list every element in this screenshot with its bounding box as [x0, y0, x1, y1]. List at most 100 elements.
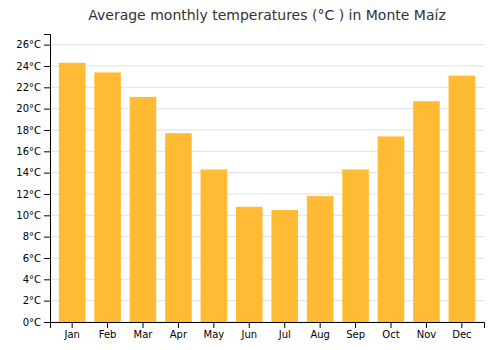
- tick-mark: [178, 322, 179, 328]
- y-axis: 0°C 2°C 4°C 6°C 8°C 10°C 12°C 14°C 16°C 18°C 20°C 2…: [16, 35, 50, 328]
- y-tick: 14°C: [16, 167, 50, 178]
- tick-mark: [72, 322, 73, 328]
- x-tick: Jun: [240, 322, 257, 340]
- tick-mark: [44, 301, 50, 302]
- y-tick: 22°C: [16, 82, 50, 93]
- tick-mark: [249, 322, 250, 328]
- axis-line: [44, 35, 51, 323]
- y-tick: 20°C: [16, 103, 50, 114]
- x-tick-label: Jul: [278, 329, 291, 340]
- bar: [307, 196, 334, 322]
- bar: [130, 97, 157, 322]
- tick-mark: [44, 194, 50, 195]
- x-tick-label: Apr: [170, 329, 188, 340]
- tick-mark: [44, 87, 50, 88]
- bar: [236, 207, 263, 322]
- x-tick-label: Aug: [310, 329, 330, 340]
- y-tick-label: 16°C: [16, 146, 41, 157]
- y-tick: 8°C: [23, 231, 50, 242]
- x-tick: Oct: [382, 322, 399, 340]
- x-tick-label: Nov: [417, 329, 437, 340]
- x-tick: Mar: [134, 322, 154, 340]
- x-tick: Feb: [99, 322, 117, 340]
- tick-mark: [44, 237, 50, 238]
- y-tick-label: 10°C: [16, 210, 41, 221]
- y-tick: 2°C: [23, 295, 50, 306]
- tick-mark: [107, 322, 108, 328]
- x-tick: Jul: [278, 322, 291, 340]
- x-tick-label: Sep: [346, 329, 365, 340]
- x-tick-label: Dec: [452, 329, 471, 340]
- x-tick: Nov: [417, 322, 437, 340]
- y-tick-label: 6°C: [23, 253, 41, 264]
- tick-mark: [426, 322, 427, 328]
- tick-mark: [44, 66, 50, 67]
- y-tick-label: 22°C: [16, 82, 41, 93]
- y-tick: 12°C: [16, 189, 50, 200]
- bar: [94, 72, 121, 322]
- tick-mark: [44, 151, 50, 152]
- y-tick-label: 26°C: [16, 39, 41, 50]
- plot-area: [59, 63, 475, 322]
- y-tick-label: 20°C: [16, 103, 41, 114]
- title: Average monthly temperatures (°C ) in Mo…: [88, 7, 446, 23]
- tick-mark: [44, 322, 50, 323]
- tick-mark: [461, 322, 462, 328]
- y-tick-label: 0°C: [23, 317, 41, 328]
- tick-mark: [44, 109, 50, 110]
- x-tick-label: Feb: [99, 329, 117, 340]
- y-tick: 6°C: [23, 253, 50, 264]
- y-tick: 0°C: [23, 317, 50, 328]
- x-tick-label: Jun: [240, 329, 257, 340]
- y-tick: 24°C: [16, 61, 50, 72]
- y-tick: 26°C: [16, 39, 50, 50]
- tick-mark: [44, 258, 50, 259]
- tick-mark: [44, 173, 50, 174]
- tick-mark: [44, 45, 50, 46]
- bar: [59, 63, 86, 322]
- y-tick-label: 24°C: [16, 61, 41, 72]
- grid-line: [50, 44, 484, 45]
- tick-mark: [44, 279, 50, 280]
- tick-mark: [320, 322, 321, 328]
- grid-line: [50, 66, 484, 67]
- y-tick-label: 18°C: [16, 125, 41, 136]
- x-tick: Dec: [452, 322, 471, 340]
- tick-mark: [355, 322, 356, 328]
- grid: [50, 45, 484, 322]
- x-axis: Jan Feb Mar Apr May Jun Jul Aug Sep Oct Nov Dec: [51, 322, 485, 340]
- bar: [378, 136, 405, 322]
- y-tick-label: 12°C: [16, 189, 41, 200]
- x-tick-label: Oct: [382, 329, 399, 340]
- bar: [449, 76, 476, 322]
- x-tick: Jan: [63, 322, 79, 340]
- tick-mark: [284, 322, 285, 328]
- tick-mark: [213, 322, 214, 328]
- y-tick-label: 14°C: [16, 167, 41, 178]
- x-tick-label: Mar: [134, 329, 154, 340]
- bar: [201, 169, 228, 322]
- x-tick-label: May: [204, 329, 225, 340]
- y-tick: 10°C: [16, 210, 50, 221]
- x-tick-label: Jan: [63, 329, 79, 340]
- bar: [342, 169, 369, 322]
- x-tick: Sep: [346, 322, 365, 340]
- axis-line: [51, 323, 485, 329]
- tick-mark: [391, 322, 392, 328]
- y-tick-label: 4°C: [23, 274, 41, 285]
- y-tick: 18°C: [16, 125, 50, 136]
- y-tick-label: 8°C: [23, 231, 41, 242]
- y-tick: 4°C: [23, 274, 50, 285]
- bar: [165, 133, 192, 322]
- tick-mark: [44, 130, 50, 131]
- bar: [271, 210, 298, 322]
- y-tick-label: 2°C: [23, 295, 41, 306]
- chart: Jan Feb Mar Apr May Jun Jul Aug Sep Oct Nov Dec 0°C 2…: [0, 0, 500, 350]
- x-tick: Apr: [170, 322, 188, 340]
- bar: [413, 101, 440, 322]
- x-tick: May: [204, 322, 225, 340]
- tick-mark: [143, 322, 144, 328]
- y-tick: 16°C: [16, 146, 50, 157]
- x-tick: Aug: [310, 322, 330, 340]
- tick-mark: [44, 215, 50, 216]
